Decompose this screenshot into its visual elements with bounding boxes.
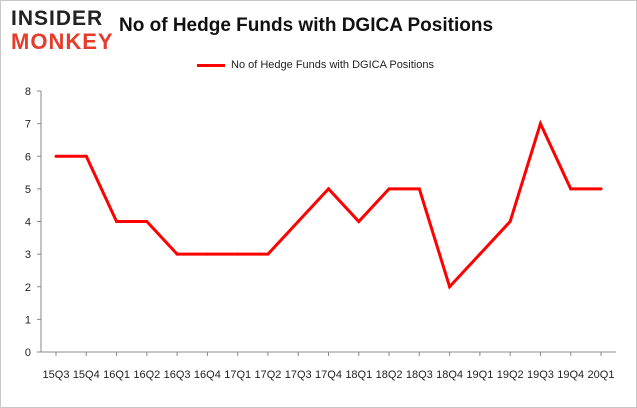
x-tick-label: 15Q3 — [43, 369, 70, 381]
y-tick-label: 5 — [25, 184, 31, 196]
data-point — [296, 220, 300, 223]
x-tick-label: 18Q3 — [406, 369, 433, 381]
logo-text-bottom: MONKEY — [11, 29, 114, 54]
legend-label: No of Hedge Funds with DGICA Positions — [231, 59, 434, 71]
insider-monkey-logo: INSIDER MONKEY — [11, 7, 119, 55]
y-tick-label: 6 — [25, 151, 31, 163]
chart-legend: No of Hedge Funds with DGICA Positions — [197, 57, 434, 73]
data-point — [175, 252, 179, 256]
data-point — [327, 187, 330, 191]
data-point — [266, 252, 270, 256]
y-tick-label: 3 — [25, 249, 31, 261]
data-point — [357, 220, 361, 223]
x-tick-label: 18Q1 — [345, 369, 372, 381]
x-tick-label: 18Q2 — [376, 369, 403, 381]
data-point — [448, 285, 452, 289]
x-tick-label: 17Q2 — [254, 369, 281, 381]
y-tick-label: 4 — [25, 217, 31, 229]
y-tick-label: 0 — [25, 347, 31, 359]
series-line — [56, 119, 601, 290]
x-tick-label: 16Q1 — [103, 369, 130, 381]
legend-swatch — [197, 63, 225, 67]
x-tick-label: 17Q4 — [315, 369, 342, 381]
data-point — [236, 252, 240, 256]
data-point — [478, 252, 482, 256]
x-tick-label: 16Q3 — [164, 369, 191, 381]
x-tick-label: 19Q3 — [527, 369, 554, 381]
data-point — [569, 187, 573, 191]
y-tick-label: 8 — [25, 86, 31, 98]
data-point — [115, 220, 119, 223]
x-tick-label: 19Q2 — [497, 369, 524, 381]
data-point — [387, 187, 391, 191]
y-tick-label: 2 — [25, 282, 31, 294]
x-tick-label: 16Q4 — [194, 369, 221, 381]
data-point — [145, 220, 149, 223]
chart-title: No of Hedge Funds with DGICA Positions — [119, 15, 494, 36]
data-point — [54, 154, 58, 158]
data-point — [84, 154, 88, 158]
x-tick-label: 20Q1 — [588, 369, 615, 381]
data-point — [508, 220, 512, 223]
data-point — [417, 187, 421, 191]
x-tick-label: 17Q1 — [224, 369, 251, 381]
x-tick-label: 17Q3 — [285, 369, 312, 381]
data-point — [538, 122, 542, 126]
x-tick-label: 16Q2 — [133, 369, 160, 381]
y-tick-label: 1 — [25, 314, 31, 326]
y-tick-label: 7 — [25, 119, 31, 131]
x-tick-label: 15Q4 — [73, 369, 100, 381]
data-point — [205, 252, 209, 256]
x-tick-label: 18Q4 — [436, 369, 463, 381]
logo-text-top: INSIDER — [11, 7, 104, 30]
x-tick-label: 19Q1 — [466, 369, 493, 381]
x-tick-label: 19Q4 — [557, 369, 584, 381]
data-point — [599, 187, 603, 191]
